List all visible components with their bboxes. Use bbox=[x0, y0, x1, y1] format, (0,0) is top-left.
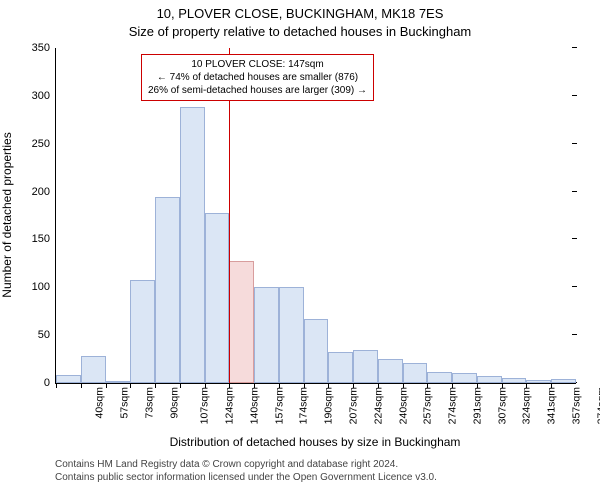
footer-line-2: Contains public sector information licen… bbox=[55, 471, 437, 484]
x-tick-mark bbox=[427, 383, 428, 388]
y-tick-mark bbox=[572, 47, 577, 48]
histogram-bar bbox=[155, 197, 180, 383]
y-tick-mark bbox=[572, 238, 577, 239]
y-tick-mark bbox=[572, 191, 577, 192]
histogram-bar bbox=[130, 280, 155, 383]
x-tick-mark bbox=[403, 383, 404, 388]
y-tick-label: 350 bbox=[32, 42, 56, 54]
y-tick-mark bbox=[572, 334, 577, 335]
x-tick-mark bbox=[279, 383, 280, 388]
histogram-bar-highlight bbox=[229, 261, 254, 384]
histogram-bar bbox=[304, 319, 329, 383]
annotation-box: 10 PLOVER CLOSE: 147sqm← 74% of detached… bbox=[141, 54, 374, 101]
y-tick-label: 100 bbox=[32, 281, 56, 293]
x-tick-label: 341sqm bbox=[545, 387, 557, 424]
histogram-bar bbox=[205, 213, 230, 383]
y-axis-label: Number of detached properties bbox=[0, 115, 14, 315]
x-tick-label: 257sqm bbox=[422, 387, 434, 424]
y-tick-label: 250 bbox=[32, 138, 56, 150]
histogram-bar bbox=[106, 381, 131, 383]
x-tick-mark bbox=[205, 383, 206, 388]
x-tick-mark bbox=[254, 383, 255, 388]
x-tick-label: 240sqm bbox=[397, 387, 409, 424]
x-tick-label: 107sqm bbox=[199, 387, 211, 424]
x-axis-label: Distribution of detached houses by size … bbox=[55, 435, 575, 449]
footer-line-1: Contains HM Land Registry data © Crown c… bbox=[55, 458, 437, 471]
histogram-bar bbox=[526, 380, 551, 383]
chart-footer: Contains HM Land Registry data © Crown c… bbox=[55, 458, 437, 484]
x-tick-label: 57sqm bbox=[119, 387, 131, 419]
x-tick-label: 124sqm bbox=[224, 387, 236, 424]
x-tick-label: 274sqm bbox=[446, 387, 458, 424]
x-tick-label: 40sqm bbox=[94, 387, 106, 419]
x-tick-label: 90sqm bbox=[168, 387, 180, 419]
histogram-bar bbox=[477, 376, 502, 383]
histogram-bar bbox=[328, 352, 353, 383]
y-tick-label: 200 bbox=[32, 186, 56, 198]
annotation-line: 10 PLOVER CLOSE: 147sqm bbox=[148, 58, 367, 71]
y-tick-label: 50 bbox=[38, 329, 56, 341]
histogram-bar bbox=[81, 356, 106, 383]
histogram-bar bbox=[403, 363, 428, 383]
plot-area: 05010015020025030035040sqm57sqm73sqm90sq… bbox=[55, 48, 576, 384]
x-tick-mark bbox=[106, 383, 107, 388]
y-tick-label: 300 bbox=[32, 90, 56, 102]
x-tick-mark bbox=[155, 383, 156, 388]
x-tick-label: 140sqm bbox=[248, 387, 260, 424]
histogram-bar bbox=[56, 375, 81, 383]
x-tick-mark bbox=[328, 383, 329, 388]
x-tick-mark bbox=[378, 383, 379, 388]
x-tick-label: 374sqm bbox=[595, 387, 600, 424]
chart-subtitle: Size of property relative to detached ho… bbox=[0, 24, 600, 39]
x-tick-mark bbox=[304, 383, 305, 388]
chart-title: 10, PLOVER CLOSE, BUCKINGHAM, MK18 7ES bbox=[0, 6, 600, 21]
y-tick-label: 150 bbox=[32, 233, 56, 245]
y-tick-mark bbox=[572, 286, 577, 287]
annotation-line: 26% of semi-detached houses are larger (… bbox=[148, 84, 367, 97]
histogram-bar bbox=[427, 372, 452, 383]
histogram-bar bbox=[279, 287, 304, 383]
x-tick-mark bbox=[452, 383, 453, 388]
x-tick-mark bbox=[130, 383, 131, 388]
x-tick-mark bbox=[180, 383, 181, 388]
x-tick-mark bbox=[477, 383, 478, 388]
histogram-bar bbox=[452, 373, 477, 383]
x-tick-mark bbox=[56, 383, 57, 388]
x-tick-mark bbox=[81, 383, 82, 388]
x-tick-label: 291sqm bbox=[471, 387, 483, 424]
x-tick-label: 324sqm bbox=[521, 387, 533, 424]
x-tick-label: 207sqm bbox=[347, 387, 359, 424]
histogram-bar bbox=[378, 359, 403, 383]
x-tick-mark bbox=[502, 383, 503, 388]
histogram-bar bbox=[254, 287, 279, 383]
chart-container: 10, PLOVER CLOSE, BUCKINGHAM, MK18 7ES S… bbox=[0, 0, 600, 500]
histogram-bar bbox=[353, 350, 378, 384]
x-tick-label: 357sqm bbox=[570, 387, 582, 424]
x-tick-label: 307sqm bbox=[496, 387, 508, 424]
x-tick-label: 73sqm bbox=[143, 387, 155, 419]
histogram-bar bbox=[502, 378, 527, 383]
y-tick-mark bbox=[572, 95, 577, 96]
x-tick-label: 224sqm bbox=[372, 387, 384, 424]
x-tick-label: 190sqm bbox=[323, 387, 335, 424]
x-tick-label: 157sqm bbox=[273, 387, 285, 424]
x-tick-mark bbox=[229, 383, 230, 388]
histogram-bar bbox=[180, 107, 205, 383]
y-tick-mark bbox=[572, 143, 577, 144]
x-tick-mark bbox=[551, 383, 552, 388]
x-tick-mark bbox=[526, 383, 527, 388]
annotation-line: ← 74% of detached houses are smaller (87… bbox=[148, 71, 367, 84]
y-tick-label: 0 bbox=[44, 377, 56, 389]
x-tick-mark bbox=[353, 383, 354, 388]
histogram-bar bbox=[551, 379, 576, 383]
x-tick-label: 174sqm bbox=[298, 387, 310, 424]
